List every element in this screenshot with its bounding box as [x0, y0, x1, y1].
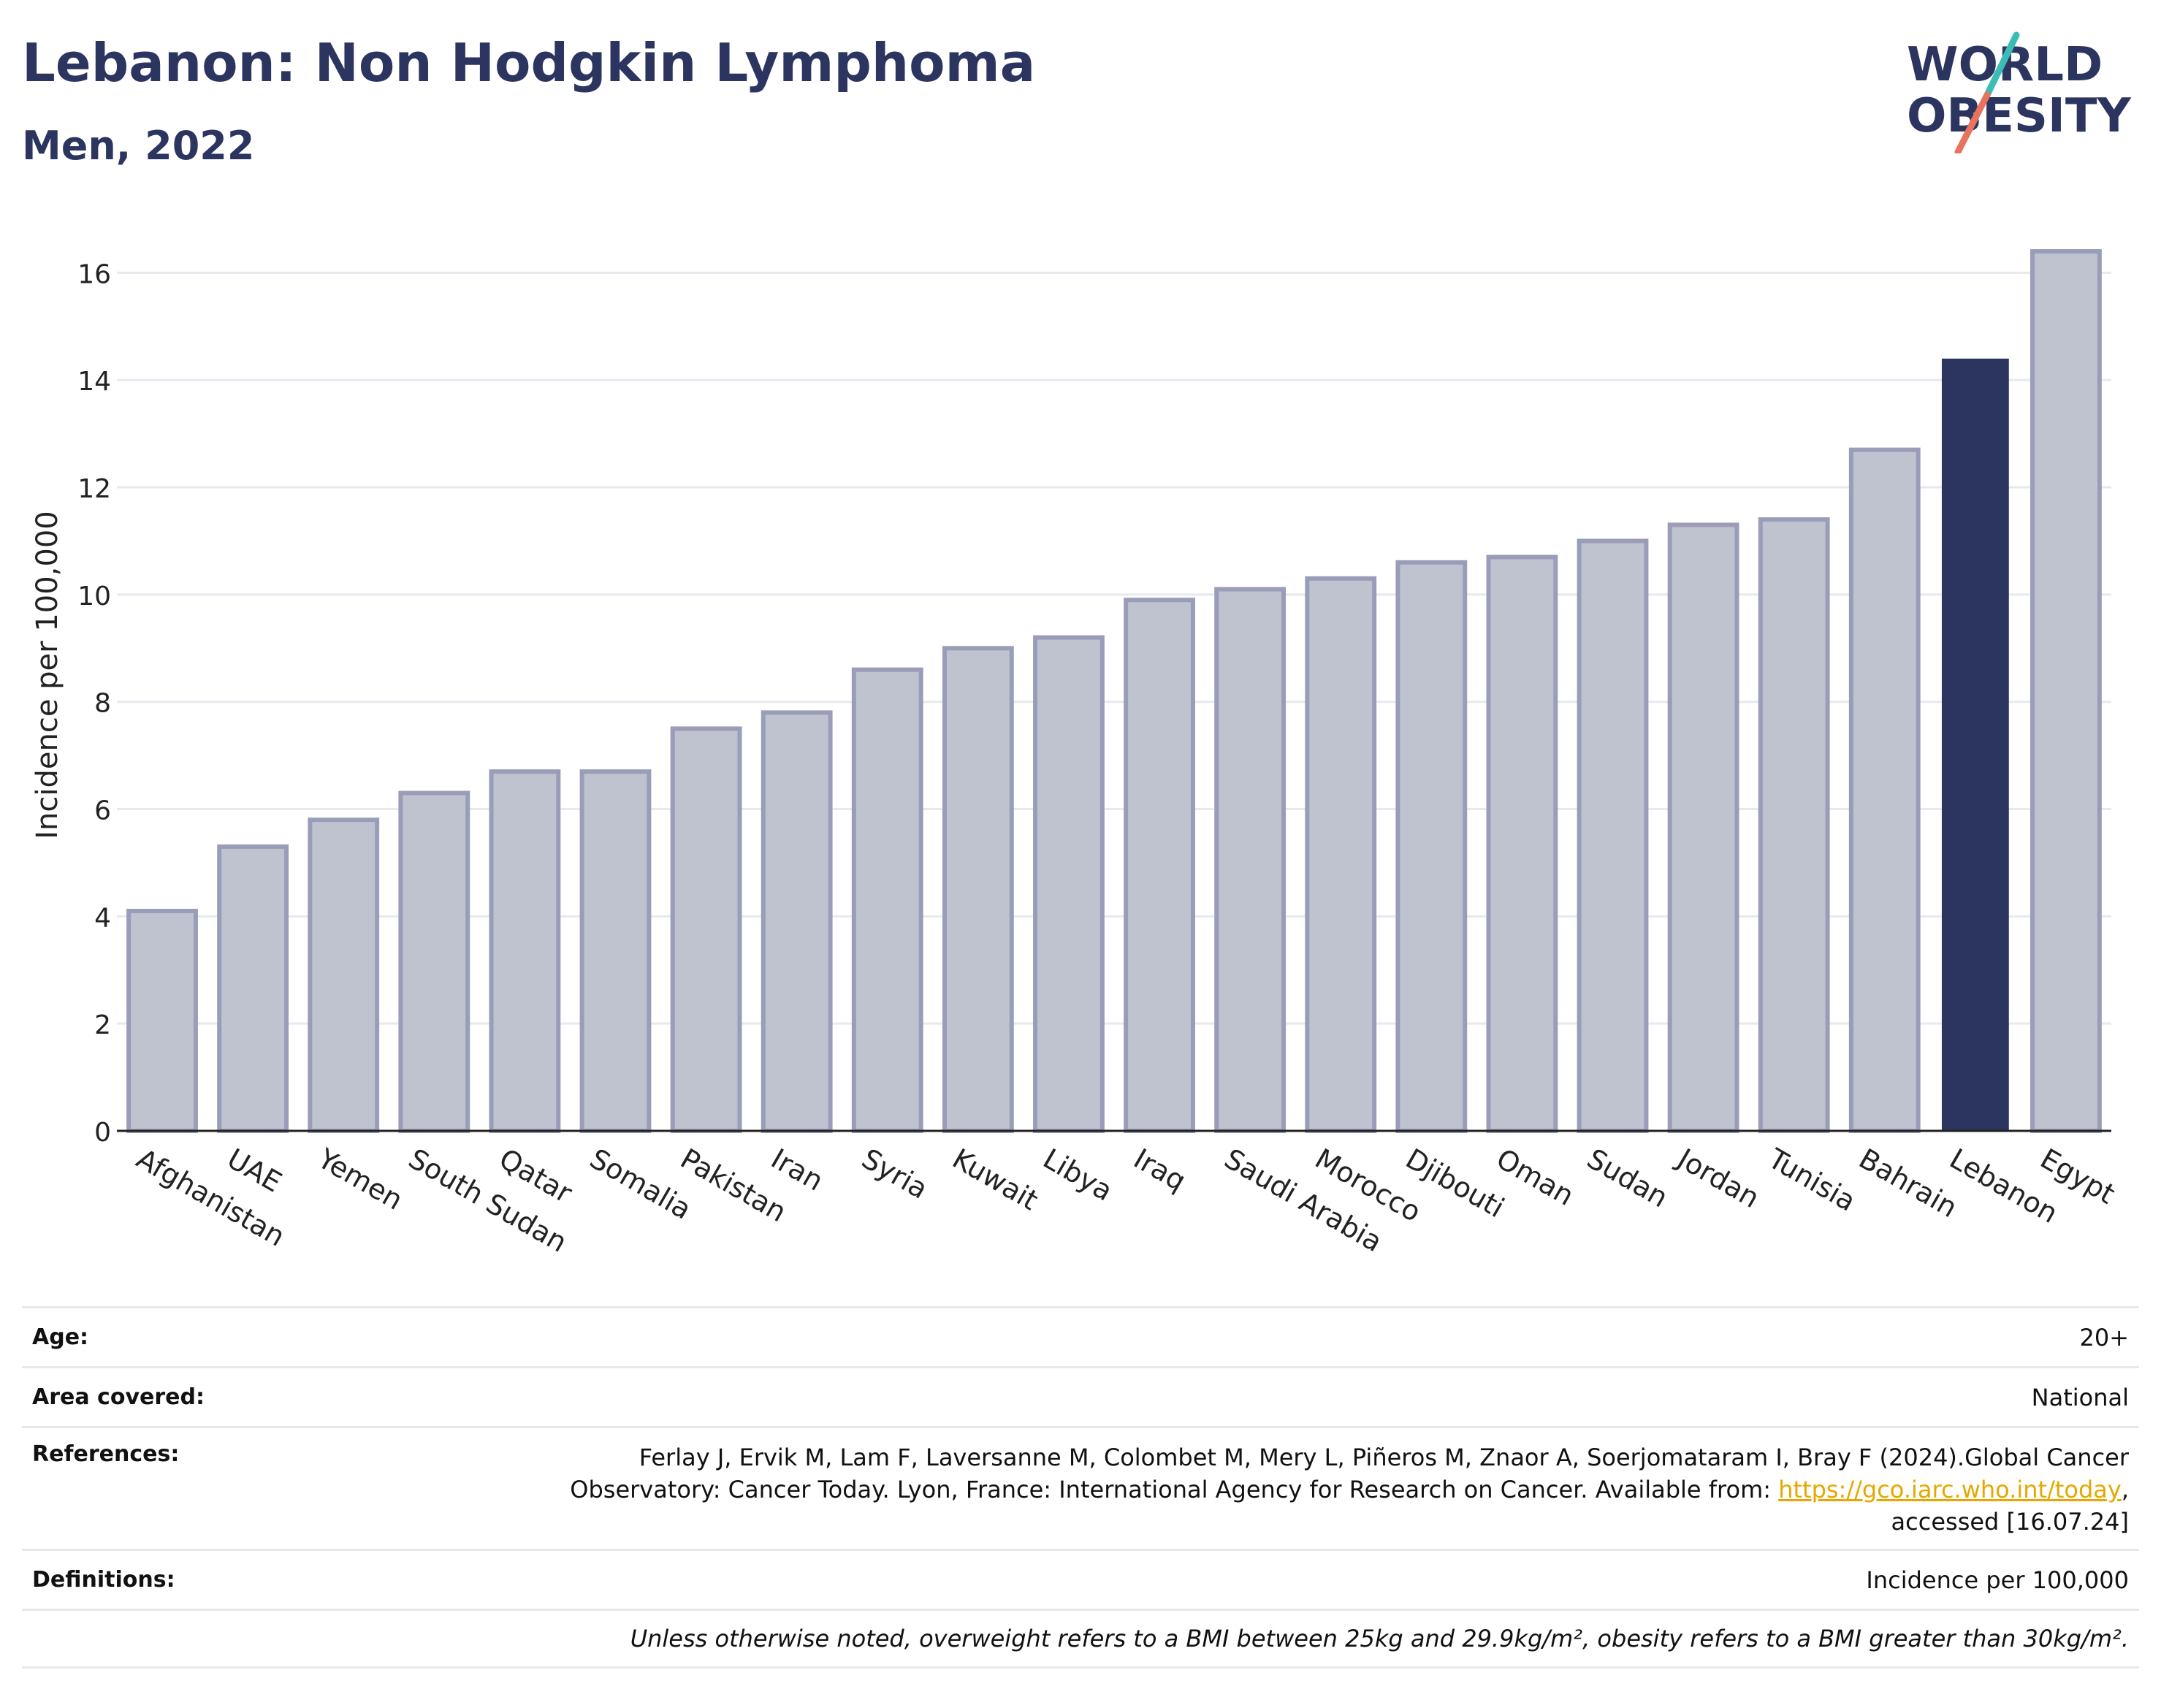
logo-slash-coral: [1954, 91, 1991, 153]
x-tick-label: UAE: [222, 1143, 287, 1199]
bar-iraq: [1124, 598, 1195, 1133]
y-tick-label: 12: [77, 474, 111, 504]
x-tick-label: Iran: [766, 1143, 828, 1197]
area-value: National: [2031, 1383, 2129, 1411]
bar-afghanistan: [126, 909, 198, 1133]
references-line2: Observatory: Cancer Today. Lyon, France:…: [570, 1476, 1779, 1503]
info-row-note: Unless otherwise noted, overweight refer…: [22, 1609, 2139, 1669]
y-axis-label: Incidence per 100,000: [31, 511, 64, 839]
references-comma: ,: [2121, 1476, 2129, 1503]
y-tick-label: 16: [77, 259, 111, 289]
page-subtitle: Men, 2022: [22, 123, 255, 169]
world-obesity-logo: WORLD OBESITY: [1907, 31, 2131, 153]
bar-morocco: [1305, 576, 1377, 1133]
logo-line2: OBESITY: [1907, 89, 2131, 143]
x-tick-label: Yemen: [312, 1142, 408, 1216]
bar-iran: [761, 710, 833, 1133]
x-tick-label: Iraq: [1129, 1143, 1192, 1197]
definitions-value: Incidence per 100,000: [1866, 1566, 2129, 1594]
bar-pakistan: [670, 726, 742, 1133]
bar-qatar: [489, 769, 561, 1134]
bar-tunisia: [1758, 517, 1830, 1133]
x-tick-label: Somalia: [584, 1143, 697, 1226]
x-tick-label: Jordan: [1671, 1142, 1764, 1215]
x-tick-label: Bahrain: [1853, 1143, 1962, 1224]
age-label: Age:: [32, 1324, 89, 1350]
info-row-references: References: Ferlay J, Ervik M, Lam F, La…: [22, 1426, 2139, 1549]
page-title: Lebanon: Non Hodgkin Lymphoma: [22, 32, 1036, 94]
bar-egypt: [2030, 249, 2102, 1133]
bar-djibouti: [1395, 560, 1468, 1133]
x-tick-label: Libya: [1037, 1143, 1118, 1208]
bar-kuwait: [942, 646, 1014, 1133]
y-tick-label: 8: [94, 689, 111, 719]
bar-yemen: [308, 817, 380, 1134]
x-tick-label: Kuwait: [947, 1143, 1043, 1217]
bar-uae: [217, 844, 289, 1133]
y-tick-label: 14: [77, 367, 111, 397]
y-tick-label: 6: [94, 796, 111, 826]
references-value: Ferlay J, Ervik M, Lam F, Laversanne M, …: [570, 1441, 2129, 1538]
x-tick-label: Syria: [856, 1143, 933, 1205]
bar-lebanon: [1941, 358, 2009, 1131]
y-tick-label: 4: [94, 903, 111, 933]
bar-jordan: [1667, 522, 1739, 1133]
y-tick-label: 0: [94, 1118, 111, 1148]
info-row-age: Age: 20+: [22, 1306, 2139, 1366]
info-row-area: Area covered: National: [22, 1366, 2139, 1426]
references-link[interactable]: https://gco.iarc.who.int/today: [1778, 1476, 2122, 1503]
y-tick-label: 10: [77, 582, 111, 611]
area-label: Area covered:: [32, 1384, 205, 1410]
logo-slash-teal: [1983, 31, 2020, 99]
y-tick-label: 2: [94, 1010, 111, 1040]
bar-south-sudan: [398, 790, 470, 1133]
references-line3: accessed [16.07.24]: [1891, 1508, 2129, 1536]
bar-sudan: [1577, 538, 1649, 1133]
bmi-note: Unless otherwise noted, overweight refer…: [630, 1625, 2129, 1652]
info-table: Age: 20+ Area covered: National Referenc…: [22, 1306, 2139, 1669]
bar-somalia: [579, 769, 652, 1134]
references-line1: Ferlay J, Ervik M, Lam F, Laversanne M, …: [639, 1444, 2129, 1471]
bar-oman: [1486, 554, 1558, 1133]
age-value: 20+: [2079, 1323, 2129, 1351]
x-tick-label: Sudan: [1582, 1143, 1674, 1214]
bar-syria: [851, 667, 923, 1133]
references-label: References:: [32, 1441, 180, 1467]
bar-saudi-arabia: [1214, 587, 1287, 1133]
definitions-label: Definitions:: [32, 1567, 175, 1593]
bar-bahrain: [1848, 447, 1921, 1133]
bar-libya: [1033, 635, 1105, 1133]
info-row-definitions: Definitions: Incidence per 100,000: [22, 1549, 2139, 1609]
x-tick-label: Tunisia: [1762, 1142, 1861, 1218]
